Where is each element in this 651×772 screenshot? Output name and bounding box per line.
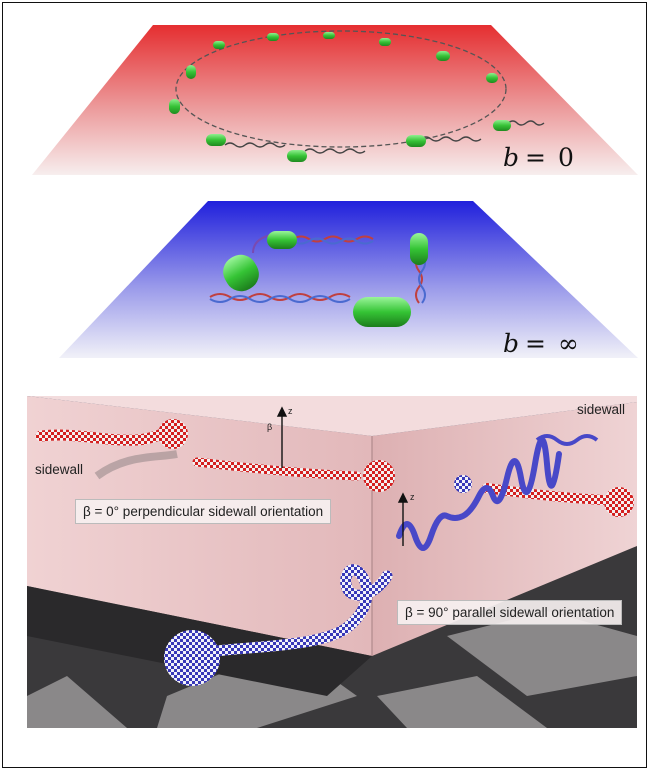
blue-swimmer-tail: [396, 437, 562, 551]
middle-panel: b = ∞: [3, 193, 648, 373]
red-swimmer-tail: [192, 457, 362, 481]
swimmer-head: [287, 150, 307, 162]
swimmer-head: [379, 38, 391, 46]
wall-top-face: [27, 396, 637, 436]
wall-left-face: [27, 396, 372, 656]
swimmer-head: [267, 231, 297, 249]
top-panel: b = 0: [3, 3, 648, 193]
axis-marker-perpendicular: [276, 406, 288, 468]
blue-swimmer-head: [164, 630, 220, 686]
swimmer-head: [223, 254, 259, 292]
red-swimmer-head: [604, 487, 634, 517]
red-swimmer-tail: [482, 483, 607, 505]
parallel-orientation-label: β = 90° parallel sidewall orientation: [397, 600, 623, 625]
axis-beta-label: β: [267, 422, 273, 432]
sidewall-label-right: sidewall: [577, 402, 626, 417]
floor-tile: [377, 676, 547, 728]
red-swimmer-tail: [35, 428, 173, 446]
blue-plane: [59, 201, 638, 358]
axis-z-label-parallel: z: [410, 492, 415, 502]
top-condition-label: b = 0: [503, 143, 574, 172]
tail-wave: [292, 235, 374, 243]
swimmer-head: [267, 33, 279, 41]
red-swimmer-head: [363, 460, 395, 492]
swimmer-head: [436, 51, 450, 61]
swimmer-head: [206, 134, 226, 146]
axis-marker-parallel: [397, 492, 409, 546]
floor-tile: [27, 676, 127, 728]
blue-swimmer-head: [454, 475, 472, 493]
swimmer-head: [410, 233, 428, 265]
tail-wave: [507, 120, 545, 126]
tail-wave: [420, 136, 482, 142]
swimmer-head: [323, 32, 335, 39]
tail-wave: [418, 254, 426, 304]
red-plane: [32, 25, 638, 175]
red-plane-scene: [32, 25, 638, 175]
tail-wave: [209, 295, 351, 303]
axis-z-label: z: [288, 406, 293, 416]
red-swimmer-head: [158, 419, 188, 449]
sidewall-label-left: sidewall: [35, 462, 84, 477]
tail-wave: [304, 148, 366, 154]
swimmer-heads: [169, 32, 511, 162]
swimmer-heads: [223, 231, 428, 327]
tail-wave: [292, 237, 374, 245]
blue-plane-scene: [59, 201, 638, 358]
sidewall-scene: [27, 396, 637, 728]
perpendicular-orientation-label: β = 0° perpendicular sidewall orientatio…: [75, 499, 332, 524]
tail-wave: [224, 142, 286, 148]
red-swimmer-shadow: [94, 450, 178, 480]
swimmer-head: [486, 73, 498, 83]
bottom-panel: sidewall sidewall β z z β = 0° perpendic…: [27, 396, 637, 728]
swimmer-ring-path: [175, 30, 507, 148]
swimmer-head: [169, 99, 180, 114]
swimmer-head: [353, 297, 411, 327]
swimmer-head: [493, 120, 511, 131]
floor-tile: [447, 611, 637, 696]
blue-swimmer-tail: [211, 564, 393, 657]
swimmer-tails: [209, 234, 426, 304]
swimmer-head: [186, 65, 196, 79]
middle-condition-label: b = ∞: [503, 329, 579, 358]
blue-swimmer-tail: [535, 434, 599, 446]
swimmer-head: [213, 41, 225, 49]
swimmer-head: [406, 135, 426, 147]
wall-right-face: [372, 402, 637, 656]
